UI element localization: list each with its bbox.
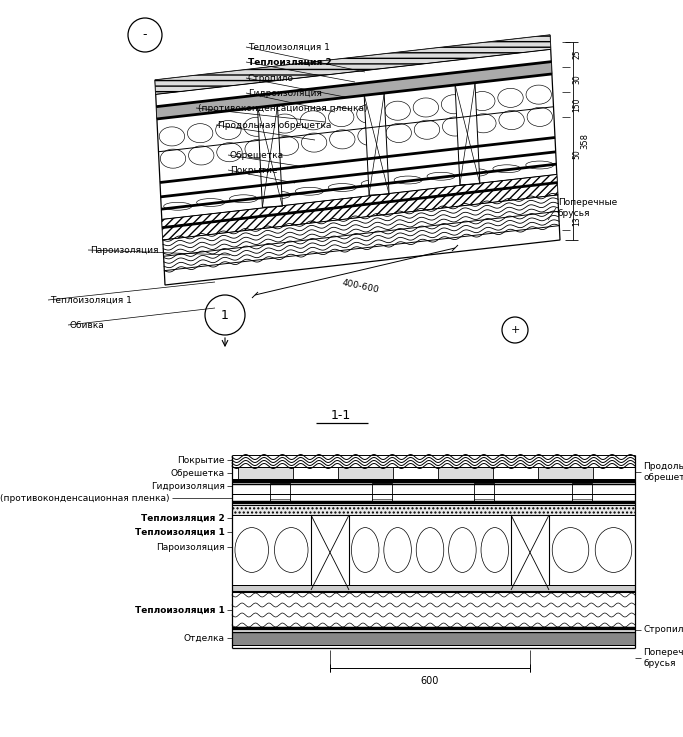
Text: Обрешетка: Обрешетка: [230, 150, 284, 159]
Bar: [538, 467, 593, 479]
Bar: [238, 467, 293, 479]
Text: 150: 150: [572, 97, 581, 112]
Text: Теплоизоляция 1: Теплоизоляция 1: [248, 43, 330, 52]
Text: Пароизоляция: Пароизоляция: [156, 542, 225, 551]
Polygon shape: [162, 183, 558, 240]
Text: 25: 25: [572, 49, 581, 59]
Text: +: +: [510, 325, 520, 335]
Polygon shape: [364, 94, 389, 195]
Text: 50: 50: [572, 150, 581, 159]
Text: Продольная
обрешетка: Продольная обрешетка: [643, 462, 683, 482]
Bar: [232, 484, 635, 494]
Text: Продольная обрешетка: Продольная обрешетка: [218, 121, 331, 130]
Bar: [311, 515, 349, 590]
Text: 400-600: 400-600: [341, 278, 379, 295]
Polygon shape: [257, 106, 282, 207]
Text: 358: 358: [580, 133, 589, 149]
Bar: [511, 515, 549, 590]
Bar: [372, 483, 392, 503]
Text: -: -: [143, 29, 148, 41]
Text: Теплоизоляция 1: Теплоизоляция 1: [50, 296, 132, 304]
Text: (противоконденсационная пленка): (противоконденсационная пленка): [1, 494, 170, 503]
Text: Гидроизоляция: Гидроизоляция: [248, 88, 322, 97]
Bar: [232, 585, 635, 592]
Bar: [474, 483, 494, 503]
Text: (противоконденсационная пленка): (противоконденсационная пленка): [198, 103, 367, 113]
Text: Поперечные
брусья: Поперечные брусья: [558, 198, 617, 217]
Text: Теплоизоляция 1: Теплоизоляция 1: [135, 606, 225, 615]
Text: Теплоизоляция 1: Теплоизоляция 1: [135, 528, 225, 537]
Text: Обивка: Обивка: [70, 321, 104, 329]
Bar: [232, 505, 635, 515]
Bar: [438, 467, 493, 479]
Polygon shape: [455, 83, 480, 185]
Text: Поперечные
брусья: Поперечные брусья: [643, 649, 683, 668]
Text: 13: 13: [572, 216, 581, 226]
Text: 1: 1: [221, 309, 229, 321]
Bar: [232, 467, 635, 479]
Polygon shape: [155, 35, 550, 94]
Text: Стропило: Стропило: [643, 626, 683, 635]
Polygon shape: [162, 175, 557, 228]
Bar: [232, 632, 635, 645]
Text: Пароизоляция: Пароизоляция: [90, 245, 158, 254]
Text: 1-1: 1-1: [331, 408, 351, 422]
Text: 30: 30: [572, 74, 581, 84]
Polygon shape: [156, 62, 552, 119]
Text: Теплоизляция 2: Теплоизляция 2: [248, 57, 332, 66]
Text: Покрытие: Покрытие: [178, 455, 225, 464]
Text: Покрытие: Покрытие: [230, 166, 277, 175]
Text: Гидроизоляция: Гидроизоляция: [151, 481, 225, 491]
Bar: [338, 467, 393, 479]
Text: Обрешетка: Обрешетка: [171, 469, 225, 478]
Text: 600: 600: [421, 676, 439, 686]
Text: Отделка: Отделка: [184, 634, 225, 643]
Bar: [572, 483, 592, 503]
Text: Теплоизляция 2: Теплоизляция 2: [141, 514, 225, 523]
Bar: [270, 483, 290, 503]
Text: Стропило: Стропило: [248, 74, 294, 83]
